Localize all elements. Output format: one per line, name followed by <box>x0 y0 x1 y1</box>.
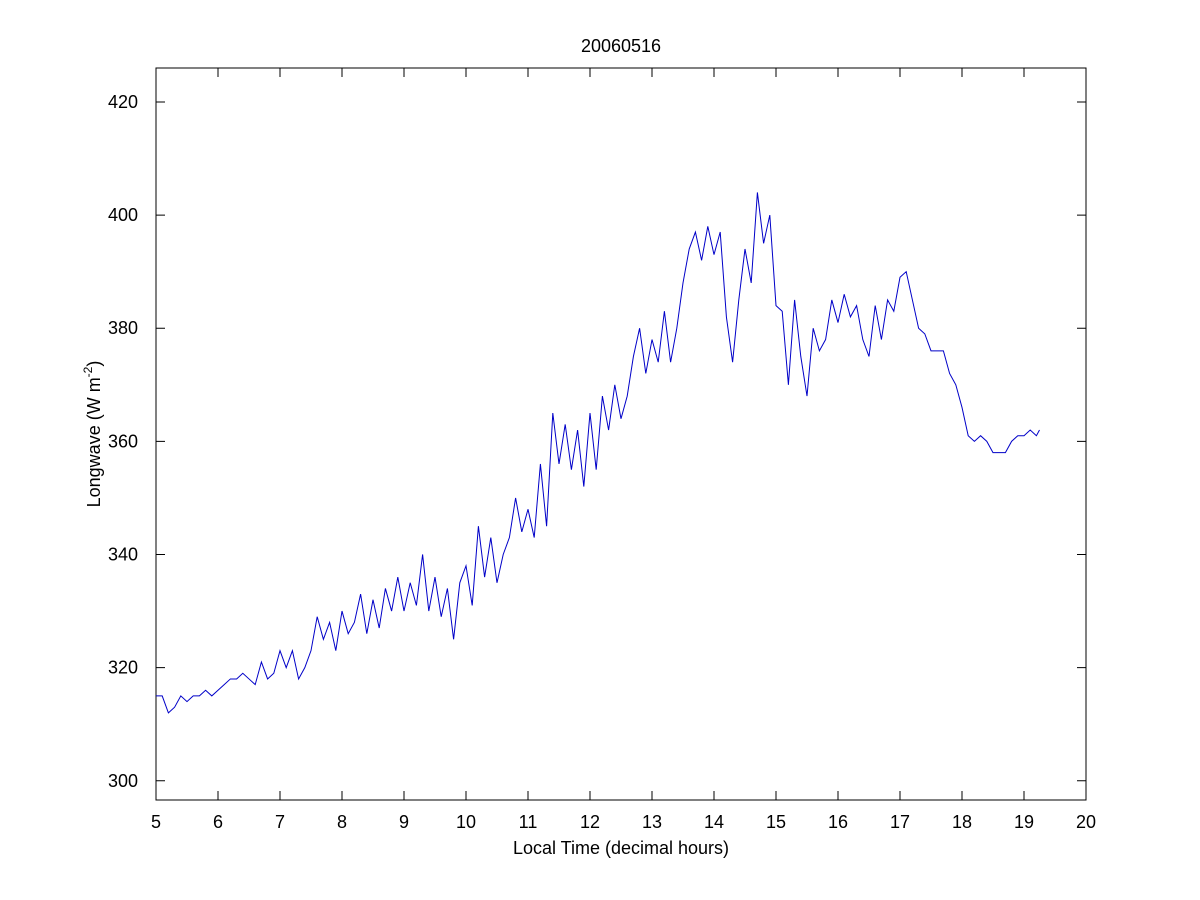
y-tick-label: 300 <box>108 771 138 791</box>
y-tick-label: 380 <box>108 318 138 338</box>
plot-frame <box>155 67 1087 801</box>
x-tick-label: 18 <box>952 812 972 832</box>
x-tick-label: 20 <box>1076 812 1096 832</box>
x-tick-label: 5 <box>151 812 161 832</box>
x-tick-label: 8 <box>337 812 347 832</box>
y-tick-label: 320 <box>108 658 138 678</box>
data-line <box>156 192 1040 714</box>
y-label-text: Longwave (W m <box>84 377 104 507</box>
x-tick-label: 16 <box>828 812 848 832</box>
y-tick-label: 340 <box>108 544 138 564</box>
y-tick-label: 360 <box>108 431 138 451</box>
x-axis-label: Local Time (decimal hours) <box>513 838 729 858</box>
x-tick-label: 19 <box>1014 812 1034 832</box>
x-tick-label: 14 <box>704 812 724 832</box>
y-label-sup: -2 <box>81 366 95 377</box>
chart-title: 20060516 <box>581 36 661 56</box>
x-tick-label: 6 <box>213 812 223 832</box>
x-tick-label: 15 <box>766 812 786 832</box>
x-tick-label: 12 <box>580 812 600 832</box>
x-tick-label: 10 <box>456 812 476 832</box>
x-tick-label: 13 <box>642 812 662 832</box>
x-tick-label: 7 <box>275 812 285 832</box>
y-tick-label: 420 <box>108 92 138 112</box>
x-tick-label: 9 <box>399 812 409 832</box>
x-tick-label: 17 <box>890 812 910 832</box>
y-label-end: ) <box>84 361 104 367</box>
y-axis-label: Longwave (W m-2) <box>81 361 104 508</box>
x-tick-label: 11 <box>519 812 538 832</box>
y-tick-label: 400 <box>108 205 138 225</box>
